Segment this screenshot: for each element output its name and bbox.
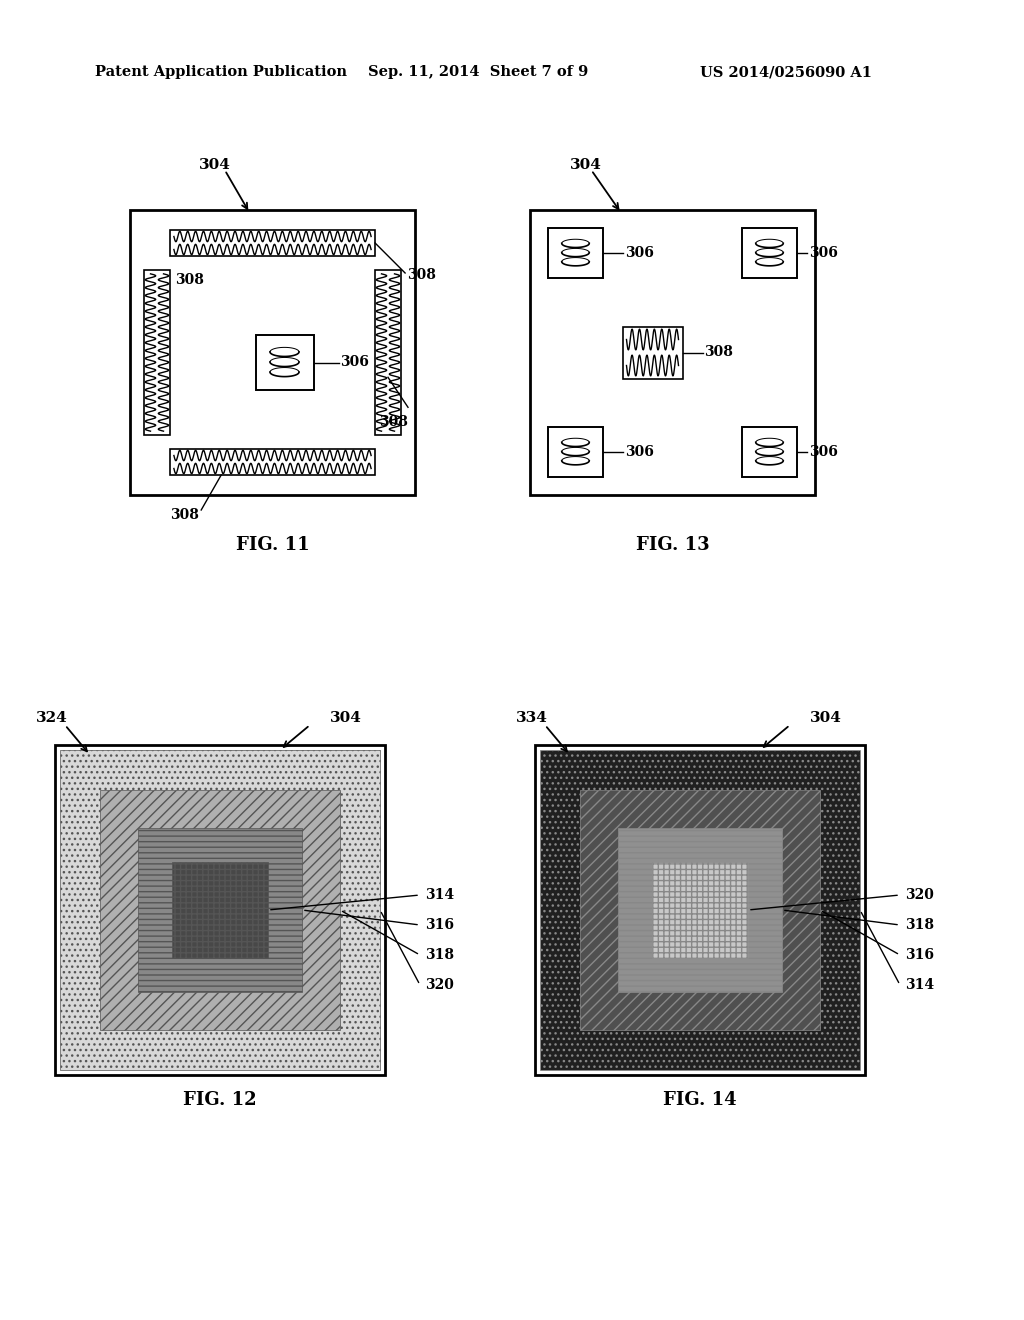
Text: 316: 316 [425,917,454,932]
Bar [540,750,860,1071]
Bar [60,750,380,1071]
Bar [375,269,401,436]
Text: 304: 304 [330,711,361,725]
Bar [580,789,820,1030]
Text: 308: 308 [705,346,733,359]
Bar [138,828,302,993]
Text: 306: 306 [341,355,370,370]
Text: 320: 320 [425,978,454,993]
Bar [130,210,415,495]
Text: Patent Application Publication: Patent Application Publication [95,65,347,79]
Bar [535,744,865,1074]
Text: FIG. 11: FIG. 11 [236,536,309,554]
Bar [170,449,375,475]
Bar [530,210,815,495]
Text: 308: 308 [170,508,200,521]
Text: 304: 304 [810,711,842,725]
Bar [742,228,797,279]
Text: 316: 316 [905,948,934,962]
Text: FIG. 13: FIG. 13 [636,536,710,554]
Text: FIG. 14: FIG. 14 [664,1092,737,1109]
Bar [623,326,683,379]
Text: FIG. 12: FIG. 12 [183,1092,257,1109]
Text: 324: 324 [36,711,68,725]
Bar [144,269,170,436]
Text: 320: 320 [905,888,934,902]
Bar [742,426,797,477]
Text: 314: 314 [905,978,934,993]
Text: 334: 334 [516,711,548,725]
Text: 306: 306 [625,246,654,260]
Text: 318: 318 [425,948,454,962]
Text: 314: 314 [425,888,454,902]
Text: 304: 304 [199,158,230,172]
Text: 306: 306 [809,445,838,459]
Text: 318: 318 [905,917,934,932]
Bar [55,744,385,1074]
Bar [256,335,313,389]
Bar [652,862,748,958]
Text: 308: 308 [408,268,436,282]
Text: 306: 306 [809,246,838,260]
Bar [618,828,782,993]
Bar [172,862,268,958]
Text: 304: 304 [570,158,602,172]
Text: 306: 306 [625,445,654,459]
Text: 308: 308 [175,273,204,286]
Bar [548,426,603,477]
Text: Sep. 11, 2014  Sheet 7 of 9: Sep. 11, 2014 Sheet 7 of 9 [368,65,588,79]
Text: US 2014/0256090 A1: US 2014/0256090 A1 [700,65,872,79]
Bar [100,789,340,1030]
Bar [548,228,603,279]
Bar [170,230,375,256]
Text: 308: 308 [379,416,408,429]
